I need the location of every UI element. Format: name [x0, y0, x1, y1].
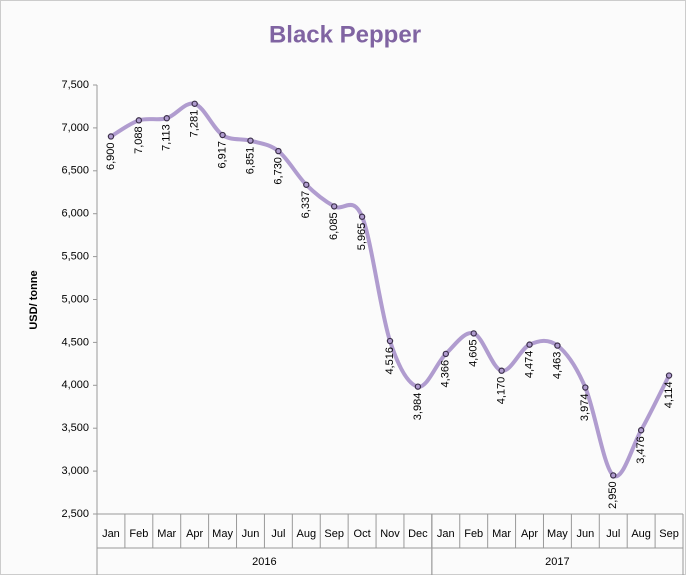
- x-tick-label: Apr: [521, 528, 538, 540]
- point-marker: [415, 384, 420, 389]
- x-tick-label: May: [212, 528, 233, 540]
- chart-title: Black Pepper: [269, 21, 421, 48]
- data-label: 3,984: [412, 393, 424, 421]
- point-marker: [443, 351, 448, 356]
- data-label: 4,474: [523, 351, 535, 379]
- point-marker: [611, 473, 616, 478]
- x-tick-label: Mar: [492, 528, 511, 540]
- point-marker: [304, 182, 309, 187]
- data-label: 3,476: [635, 436, 647, 464]
- x-tick-label: Aug: [296, 528, 316, 540]
- y-tick-label: 5,000: [61, 293, 89, 305]
- x-tick-label: Jan: [437, 528, 455, 540]
- x-tick-label: Sep: [324, 528, 344, 540]
- point-marker: [639, 428, 644, 433]
- x-tick-label: Feb: [129, 528, 148, 540]
- point-marker: [164, 116, 169, 121]
- point-marker: [220, 132, 225, 137]
- point-marker: [555, 343, 560, 348]
- data-label: 4,170: [496, 377, 508, 405]
- point-marker: [276, 148, 281, 153]
- x-tick-label: Jun: [576, 528, 594, 540]
- point-marker: [332, 204, 337, 209]
- data-label: 7,281: [189, 110, 201, 138]
- point-marker: [666, 373, 671, 378]
- x-tick-label: Jun: [242, 528, 260, 540]
- y-tick-label: 6,500: [61, 165, 89, 177]
- y-tick-label: 3,500: [61, 422, 89, 434]
- point-marker: [108, 134, 113, 139]
- y-axis-label: USD/ tonne: [28, 270, 40, 329]
- point-marker: [583, 385, 588, 390]
- point-marker: [136, 118, 141, 123]
- point-marker: [387, 338, 392, 343]
- x-tick-label: Feb: [464, 528, 483, 540]
- point-marker: [192, 101, 197, 106]
- x-tick-label: May: [547, 528, 568, 540]
- y-tick-label: 3,000: [61, 465, 89, 477]
- y-tick-label: 5,500: [61, 251, 89, 263]
- point-marker: [248, 138, 253, 143]
- data-label: 6,337: [300, 191, 312, 219]
- x-tick-label: Mar: [157, 528, 176, 540]
- data-label: 6,085: [328, 212, 340, 240]
- data-label: 4,605: [468, 339, 480, 367]
- point-marker: [499, 368, 504, 373]
- y-tick-label: 6,000: [61, 208, 89, 220]
- data-label: 4,366: [440, 360, 452, 388]
- data-label: 6,917: [216, 141, 228, 169]
- data-label: 3,974: [579, 394, 591, 422]
- data-label: 5,965: [356, 223, 368, 251]
- x-tick-label: Sep: [659, 528, 679, 540]
- y-tick-label: 4,000: [61, 379, 89, 391]
- x-tick-label: Dec: [408, 528, 428, 540]
- data-label: 4,463: [551, 352, 563, 380]
- y-tick-label: 4,500: [61, 336, 89, 348]
- x-tick-label: Nov: [380, 528, 400, 540]
- x-tick-label: Apr: [186, 528, 203, 540]
- y-tick-label: 7,000: [61, 122, 89, 134]
- y-tick-label: 7,500: [61, 79, 89, 91]
- data-label: 7,088: [133, 126, 145, 154]
- y-tick-label: 2,500: [61, 508, 89, 520]
- group-label: 2017: [545, 556, 569, 568]
- data-label: 7,113: [161, 124, 173, 151]
- x-tick-label: Aug: [631, 528, 651, 540]
- data-label: 6,900: [105, 142, 117, 170]
- data-label: 6,851: [244, 147, 256, 175]
- chart: Black Pepper USD/ tonne 2,500 3,000 3,500 4…: [0, 0, 686, 575]
- x-tick-label: Jul: [606, 528, 620, 540]
- x-tick-label: Jul: [271, 528, 285, 540]
- chart-frame: [1, 1, 686, 575]
- group-label: 2016: [252, 556, 276, 568]
- data-label: 6,730: [272, 157, 284, 185]
- x-tick-label: Jan: [102, 528, 120, 540]
- point-marker: [471, 331, 476, 336]
- data-label: 4,516: [384, 347, 396, 375]
- point-marker: [359, 214, 364, 219]
- data-label: 4,114: [663, 382, 675, 409]
- data-label: 2,950: [607, 481, 619, 509]
- point-marker: [527, 342, 532, 347]
- x-tick-label: Oct: [354, 528, 371, 540]
